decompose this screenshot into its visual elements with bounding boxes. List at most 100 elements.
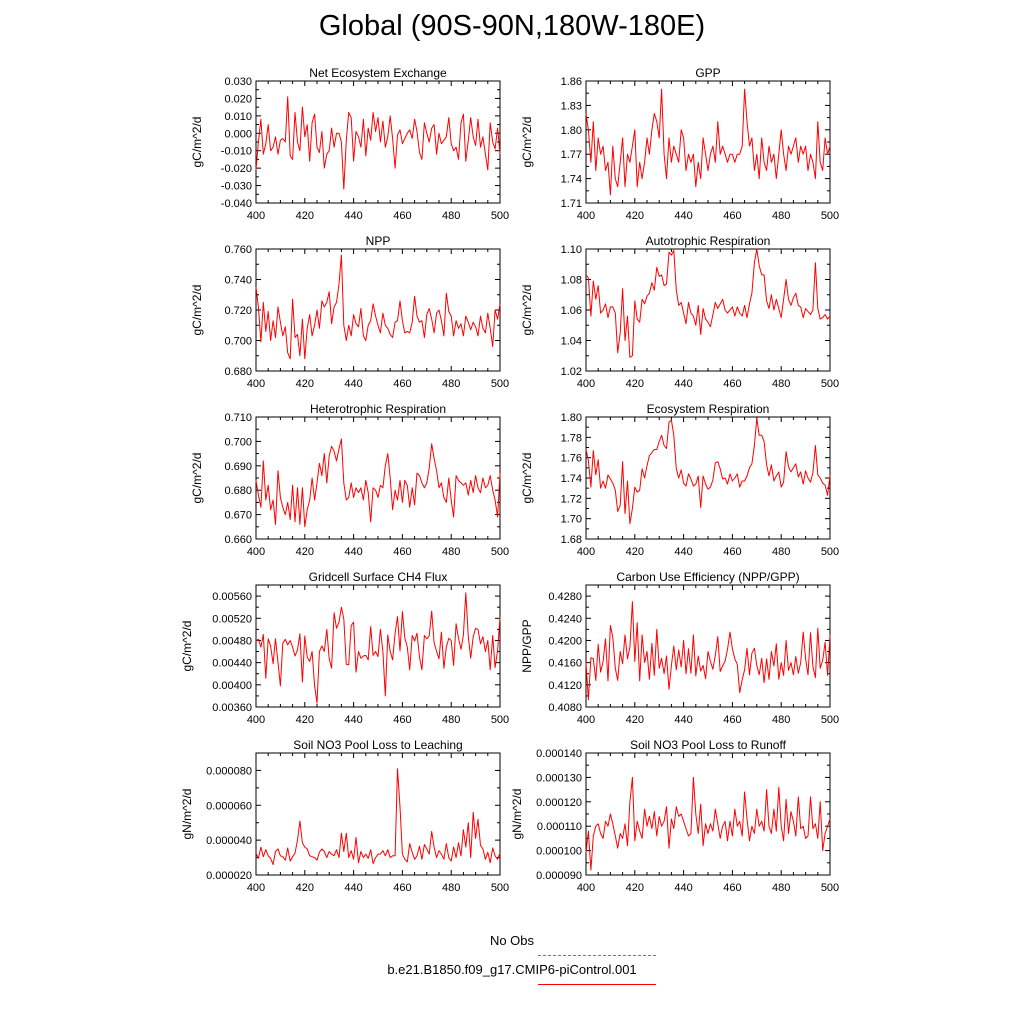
x-tick-label: 460 bbox=[393, 882, 411, 894]
plot-frame bbox=[585, 584, 831, 708]
y-axis-label: gC/m^2/d bbox=[520, 285, 534, 336]
y-tick-label: 0.000080 bbox=[206, 765, 252, 777]
y-axis-label: gN/m^2/d bbox=[510, 789, 524, 840]
x-tick-label: 460 bbox=[723, 210, 741, 222]
y-tick-label: 0.000130 bbox=[536, 772, 582, 784]
y-tick-label: 0.00360 bbox=[212, 702, 252, 714]
y-tick-label: 0.00520 bbox=[212, 613, 252, 625]
y-axis-label: gC/m^2/d bbox=[180, 621, 194, 672]
x-tick-label: 400 bbox=[247, 882, 265, 894]
x-tick-label: 400 bbox=[577, 882, 595, 894]
x-tick-label: 400 bbox=[247, 546, 265, 558]
x-tick-label: 480 bbox=[772, 546, 790, 558]
y-axis-label: gN/m^2/d bbox=[180, 789, 194, 840]
x-tick-label: 440 bbox=[674, 210, 692, 222]
y-tick-label: 0.000 bbox=[224, 128, 252, 140]
legend-model-line bbox=[538, 984, 656, 985]
x-tick-label: 460 bbox=[723, 546, 741, 558]
x-tick-label: 460 bbox=[723, 714, 741, 726]
y-tick-label: 0.000090 bbox=[536, 870, 582, 882]
x-tick-label: 400 bbox=[577, 210, 595, 222]
y-tick-label: 1.80 bbox=[561, 412, 582, 424]
y-tick-label: -0.040 bbox=[221, 198, 252, 210]
y-tick-label: 0.000040 bbox=[206, 835, 252, 847]
y-tick-label: 0.700 bbox=[224, 336, 252, 348]
chart-panel-0: Net Ecosystem Exchange 400 420 440 460 480 500… bbox=[190, 66, 509, 222]
x-tick-label: 420 bbox=[626, 210, 644, 222]
x-tick-label: 500 bbox=[491, 882, 509, 894]
x-tick-label: 480 bbox=[772, 714, 790, 726]
y-tick-label: 0.00440 bbox=[212, 658, 252, 670]
y-tick-label: 1.72 bbox=[561, 493, 582, 505]
x-tick-label: 400 bbox=[247, 714, 265, 726]
panel-title: Ecosystem Respiration bbox=[647, 402, 770, 416]
chart-panel-6: Gridcell Surface CH4 Flux 400 420 440 460 480… bbox=[180, 570, 509, 726]
y-tick-label: 1.74 bbox=[561, 174, 582, 186]
y-tick-label: 0.720 bbox=[224, 305, 252, 317]
chart-panel-4: Heterotrophic Respiration 400 420 440 460 480… bbox=[190, 402, 509, 558]
x-tick-label: 500 bbox=[491, 210, 509, 222]
x-tick-label: 480 bbox=[772, 378, 790, 390]
y-tick-label: 1.08 bbox=[561, 275, 582, 287]
panel-title: Carbon Use Efficiency (NPP/GPP) bbox=[616, 570, 799, 584]
x-tick-label: 500 bbox=[821, 546, 839, 558]
y-tick-label: 0.4240 bbox=[548, 613, 582, 625]
y-tick-label: 0.660 bbox=[224, 534, 252, 546]
x-tick-label: 400 bbox=[247, 210, 265, 222]
y-tick-label: 0.760 bbox=[224, 244, 252, 256]
y-tick-label: -0.030 bbox=[221, 181, 252, 193]
y-tick-label: -0.010 bbox=[221, 146, 252, 158]
x-tick-label: 440 bbox=[674, 378, 692, 390]
x-tick-label: 480 bbox=[772, 882, 790, 894]
panel-title: Heterotrophic Respiration bbox=[310, 402, 446, 416]
series-line bbox=[585, 248, 831, 358]
y-tick-label: 0.670 bbox=[224, 510, 252, 522]
y-tick-label: 1.10 bbox=[561, 244, 582, 256]
legend-model-label: b.e21.B1850.f09_g17.CMIP6-piControl.001 bbox=[387, 962, 637, 977]
x-tick-label: 440 bbox=[344, 378, 362, 390]
y-tick-label: 1.74 bbox=[561, 473, 582, 485]
x-tick-label: 460 bbox=[393, 714, 411, 726]
y-tick-label: 1.68 bbox=[561, 534, 582, 546]
x-tick-label: 420 bbox=[296, 378, 314, 390]
plot-frame bbox=[255, 80, 501, 204]
chart-panel-1: GPP 400 420 440 460 480 500 1.86 1.83 1.80 1.77 1.7… bbox=[520, 66, 839, 222]
y-tick-label: 0.4200 bbox=[548, 635, 582, 647]
x-tick-label: 460 bbox=[393, 210, 411, 222]
y-axis-label: gC/m^2/d bbox=[520, 453, 534, 504]
x-tick-label: 480 bbox=[772, 210, 790, 222]
y-axis-label: gC/m^2/d bbox=[190, 453, 204, 504]
y-tick-label: 0.000060 bbox=[206, 800, 252, 812]
x-tick-label: 500 bbox=[491, 546, 509, 558]
x-tick-label: 460 bbox=[723, 378, 741, 390]
x-tick-label: 440 bbox=[344, 714, 362, 726]
y-tick-label: -0.020 bbox=[221, 163, 252, 175]
y-tick-label: 0.000140 bbox=[536, 748, 582, 760]
panel-title: Soil NO3 Pool Loss to Leaching bbox=[293, 738, 462, 752]
x-tick-label: 400 bbox=[577, 714, 595, 726]
series-line bbox=[585, 88, 831, 196]
chart-panel-9: Soil NO3 Pool Loss to Runoff 400 420 440 460… bbox=[510, 738, 839, 894]
y-tick-label: 1.80 bbox=[561, 125, 582, 137]
x-tick-label: 420 bbox=[626, 714, 644, 726]
y-tick-label: 1.76 bbox=[561, 453, 582, 465]
x-tick-label: 440 bbox=[674, 714, 692, 726]
y-tick-label: 1.70 bbox=[561, 514, 582, 526]
x-tick-label: 480 bbox=[442, 714, 460, 726]
chart-panel-5: Ecosystem Respiration 400 420 440 460 480 500 1… bbox=[520, 402, 839, 558]
x-tick-label: 420 bbox=[296, 546, 314, 558]
y-tick-label: 0.4160 bbox=[548, 658, 582, 670]
x-tick-label: 460 bbox=[723, 882, 741, 894]
x-tick-label: 500 bbox=[491, 378, 509, 390]
y-tick-label: 0.010 bbox=[224, 111, 252, 123]
x-tick-label: 440 bbox=[674, 546, 692, 558]
y-tick-label: 0.4120 bbox=[548, 680, 582, 692]
x-tick-label: 480 bbox=[442, 546, 460, 558]
plot-frame bbox=[255, 416, 501, 540]
x-tick-label: 400 bbox=[577, 378, 595, 390]
y-tick-label: 0.4080 bbox=[548, 702, 582, 714]
x-tick-label: 420 bbox=[626, 378, 644, 390]
x-tick-label: 440 bbox=[344, 210, 362, 222]
chart-panel-2: NPP 400 420 440 460 480 500 0.760 0.740 0.720 0.70… bbox=[190, 234, 509, 390]
